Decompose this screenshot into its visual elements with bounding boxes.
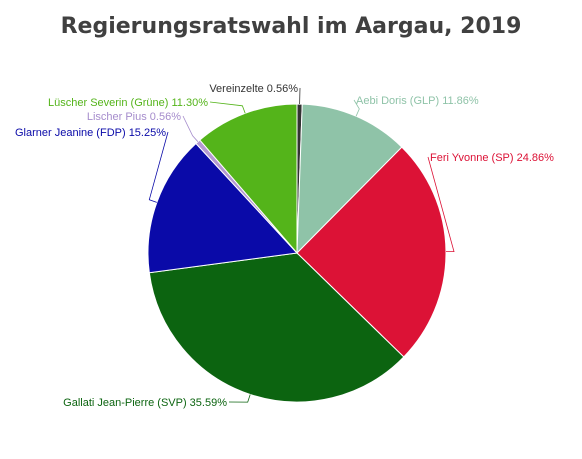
slice-label: Glarner Jeanine (FDP) 15.25% — [15, 127, 166, 139]
label-connector — [148, 131, 169, 203]
label-connector — [427, 156, 455, 253]
pie-slice — [148, 252, 405, 403]
slice-label: Lüscher Severin (Grüne) 11.30% — [48, 97, 208, 109]
slice-label: Gallati Jean-Pierre (SVP) 35.59% — [63, 397, 227, 409]
chart-title: Regierungsratswahl im Aargau, 2019 — [60, 14, 522, 39]
label-connector — [209, 101, 246, 114]
slice-label: Vereinzelte 0.56% — [209, 83, 298, 95]
label-connector — [182, 115, 199, 142]
label-connector — [353, 99, 360, 117]
pie-slice — [199, 103, 298, 255]
slice-label: Aebi Doris (GLP) 11.86% — [356, 95, 479, 107]
pie-slice — [147, 142, 299, 274]
pie-slice — [296, 103, 403, 255]
label-connector — [228, 394, 251, 403]
slice-label: Feri Yvonne (SP) 24.86% — [430, 152, 554, 164]
slice-label: Lischer Pius 0.56% — [87, 111, 181, 123]
pie-slice — [296, 146, 447, 358]
